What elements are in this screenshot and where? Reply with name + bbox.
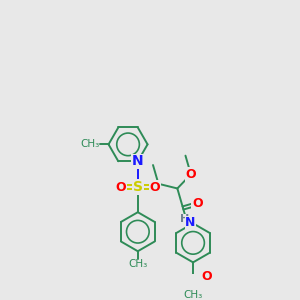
Text: O: O <box>149 181 160 194</box>
Text: S: S <box>133 180 143 194</box>
Text: N: N <box>132 154 144 168</box>
Text: N: N <box>132 154 144 168</box>
Text: N: N <box>185 216 196 229</box>
Text: H: H <box>180 214 189 224</box>
Text: CH₃: CH₃ <box>183 290 203 300</box>
Text: O: O <box>116 181 126 194</box>
Text: O: O <box>192 197 202 210</box>
Text: CH₃: CH₃ <box>81 140 100 149</box>
Text: O: O <box>201 271 212 284</box>
Text: O: O <box>186 168 196 181</box>
Text: CH₃: CH₃ <box>128 259 147 269</box>
